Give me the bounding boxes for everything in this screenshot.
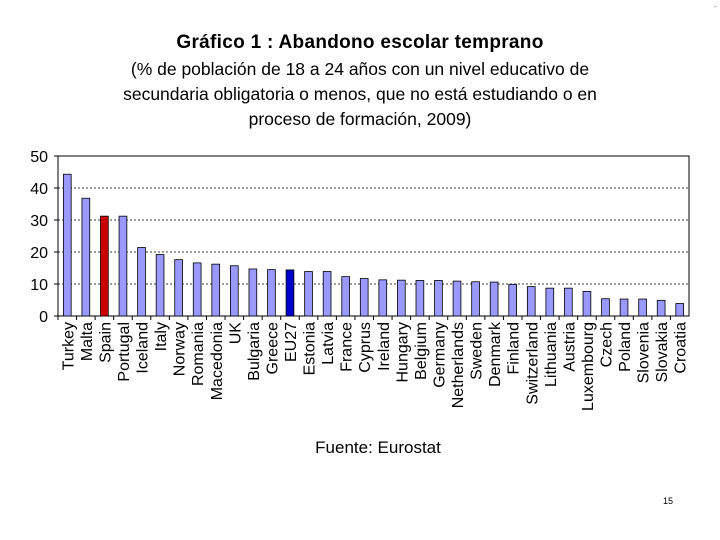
bar-czech bbox=[601, 298, 610, 317]
category-label: Slovakia bbox=[654, 322, 671, 383]
subtitle-line-1: (% de población de 18 a 24 años con un n… bbox=[130, 59, 590, 79]
subtitle-line-3: proceso de formación, 2009) bbox=[248, 109, 472, 129]
category-label: EU27 bbox=[283, 322, 300, 362]
category-label: Slovenia bbox=[636, 322, 653, 383]
bar-sweden bbox=[471, 281, 480, 317]
chart-subtitle: (% de población de 18 a 24 años con un n… bbox=[0, 57, 720, 132]
category-label: Denmark bbox=[487, 321, 504, 387]
bar-luxembourg bbox=[582, 290, 592, 317]
plot-area bbox=[57, 155, 690, 317]
category-label: Estonia bbox=[302, 322, 319, 375]
bar-cyprus bbox=[359, 278, 369, 317]
bar-portugal bbox=[118, 215, 128, 317]
bar-france bbox=[341, 276, 350, 317]
category-label: Latvia bbox=[320, 322, 337, 365]
bar-slovenia bbox=[638, 298, 647, 317]
bar-greece bbox=[267, 269, 276, 317]
bar-iceland bbox=[137, 247, 146, 317]
category-label: Netherlands bbox=[450, 322, 467, 408]
page-number: 15 bbox=[663, 496, 674, 506]
bar-italy bbox=[155, 254, 165, 317]
category-label: Romania bbox=[190, 322, 207, 386]
category-label: Austria bbox=[561, 322, 578, 372]
category-label: Poland bbox=[617, 322, 634, 372]
chart-source: Fuente: Eurostat bbox=[315, 438, 441, 457]
y-tick-label: 0 bbox=[39, 309, 48, 326]
category-label: Cyprus bbox=[357, 322, 374, 373]
bar-romania bbox=[192, 262, 202, 317]
category-label: Greece bbox=[264, 322, 281, 375]
bar-ireland bbox=[378, 279, 388, 317]
category-label: Macedonia bbox=[209, 322, 226, 400]
category-label: France bbox=[339, 322, 356, 372]
bar-poland bbox=[619, 298, 629, 317]
bar-eu27 bbox=[285, 269, 295, 317]
bar-spain bbox=[100, 215, 109, 317]
y-tick-label: 50 bbox=[30, 149, 48, 166]
bar-uk bbox=[230, 265, 239, 317]
y-tick-label: 30 bbox=[30, 213, 48, 230]
category-label: Czech bbox=[598, 322, 615, 367]
corner-mark: - bbox=[714, 2, 717, 11]
category-label: Ireland bbox=[376, 322, 393, 371]
y-tick-label: 20 bbox=[30, 245, 48, 262]
bar-estonia bbox=[304, 271, 313, 317]
category-label: Sweden bbox=[469, 322, 486, 380]
category-label: Hungary bbox=[394, 322, 411, 382]
category-label: Switzerland bbox=[524, 322, 541, 405]
bar-lithuania bbox=[545, 287, 555, 317]
category-label: Luxembourg bbox=[580, 322, 597, 411]
bar-denmark bbox=[489, 281, 499, 317]
bar-turkey bbox=[62, 173, 72, 317]
category-label: Bulgaria bbox=[246, 322, 263, 381]
bar-malta bbox=[81, 197, 91, 317]
bar-macedonia bbox=[211, 263, 221, 317]
bar-finland bbox=[508, 283, 517, 317]
category-label: Belgium bbox=[413, 322, 430, 380]
category-label: Turkey bbox=[60, 322, 77, 370]
y-tick-label: 40 bbox=[30, 181, 48, 198]
category-label: Spain bbox=[97, 322, 114, 363]
chart-header: Gráfico 1 : Abandono escolar temprano (%… bbox=[0, 32, 720, 132]
bar-bulgaria bbox=[248, 268, 258, 317]
bar-switzerland bbox=[526, 286, 536, 317]
bar-germany bbox=[434, 280, 443, 317]
category-label: Norway bbox=[172, 322, 189, 376]
category-label: Lithuania bbox=[543, 322, 560, 387]
category-label: Iceland bbox=[135, 322, 152, 374]
bar-hungary bbox=[397, 279, 406, 317]
category-label: Malta bbox=[79, 322, 96, 361]
category-label: Germany bbox=[431, 322, 448, 388]
bar-netherlands bbox=[452, 280, 462, 317]
bar-croatia bbox=[675, 303, 685, 317]
category-label: UK bbox=[227, 322, 244, 345]
bar-belgium bbox=[415, 280, 425, 317]
subtitle-line-2: secundaria obligatoria o menos, que no e… bbox=[123, 84, 597, 104]
y-tick-label: 10 bbox=[30, 277, 48, 294]
bar-latvia bbox=[322, 271, 332, 317]
category-label: Italy bbox=[153, 322, 170, 351]
bar-norway bbox=[174, 259, 183, 317]
bar-austria bbox=[564, 287, 573, 317]
category-label: Croatia bbox=[673, 322, 690, 374]
category-label: Finland bbox=[506, 322, 523, 374]
category-label: Portugal bbox=[116, 322, 133, 382]
chart-title: Gráfico 1 : Abandono escolar temprano bbox=[176, 32, 544, 53]
bar-slovakia bbox=[656, 299, 666, 317]
